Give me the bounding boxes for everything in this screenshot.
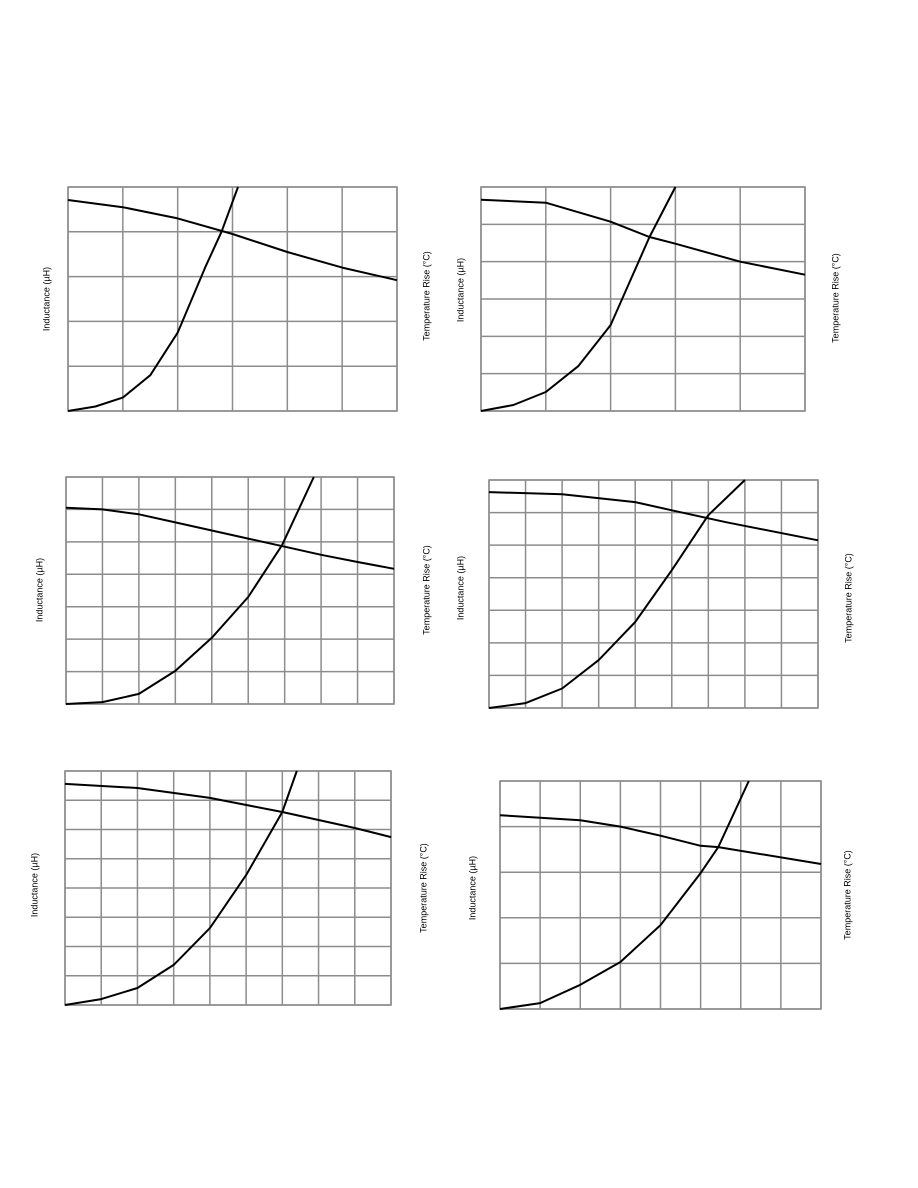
y-axis-label: Inductance (µH): [455, 556, 465, 620]
plot-frame: [499, 780, 822, 1010]
chart: Inductance (µH) Temperature Rise (°C): [455, 186, 840, 412]
curve: [64, 782, 392, 839]
y2-axis-label: Temperature Rise (°C): [421, 251, 431, 341]
y-axis-label: Inductance (µH): [41, 267, 51, 331]
chart: Inductance (µH) Temperature Rise (°C): [41, 186, 431, 412]
plot-frame: [480, 186, 806, 412]
plot-frame: [65, 476, 395, 705]
curve: [499, 780, 750, 1010]
curve: [488, 491, 819, 542]
y2-axis-label: Temperature Rise (°C): [421, 545, 431, 635]
curve: [65, 476, 315, 705]
curve: [64, 770, 298, 1006]
curve: [480, 198, 806, 276]
plot-frame: [488, 479, 819, 709]
y2-axis-label: Temperature Rise (°C): [830, 253, 840, 343]
chart: Inductance (µH) Temperature Rise (°C): [29, 770, 428, 1006]
y2-axis-label: Temperature Rise (°C): [843, 553, 853, 643]
curve: [67, 186, 239, 412]
y-axis-label: Inductance (µH): [29, 853, 39, 917]
y2-axis-label: Temperature Rise (°C): [842, 850, 852, 940]
y-axis-label: Inductance (µH): [455, 258, 465, 322]
curve: [65, 506, 395, 570]
plot-frame: [67, 186, 398, 412]
y-axis-label: Inductance (µH): [467, 856, 477, 920]
y-axis-label: Inductance (µH): [34, 558, 44, 622]
plot-frame: [64, 770, 392, 1006]
chart: Inductance (µH) Temperature Rise (°C): [467, 780, 852, 1010]
chart: Inductance (µH) Temperature Rise (°C): [34, 476, 431, 705]
y2-axis-label: Temperature Rise (°C): [418, 843, 428, 933]
curve: [488, 479, 746, 709]
chart: Inductance (µH) Temperature Rise (°C): [455, 479, 853, 709]
curve: [480, 186, 677, 412]
curve: [67, 199, 398, 282]
